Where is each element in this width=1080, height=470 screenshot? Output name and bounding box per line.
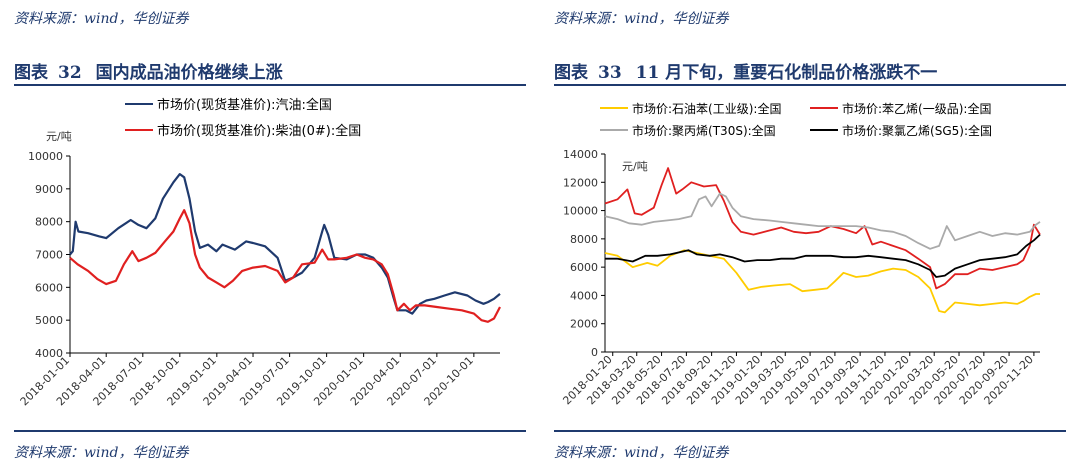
series-line-3 <box>604 192 1041 250</box>
source-note-bottom-right: 资料来源：wind，华创证券 <box>554 445 729 461</box>
y-tick-label-4000: 4000 <box>35 347 63 360</box>
right-chart-title: 图表 33 11 月下旬，重要石化制品价格涨跌不一 <box>554 58 937 83</box>
left-chart-number: 32 <box>58 63 82 83</box>
legend-label-2: 市场价(现货基准价):柴油(0#):全国 <box>157 123 361 139</box>
y-tick-label-5000: 5000 <box>35 314 63 327</box>
series-line-1 <box>69 173 501 315</box>
y-axis-unit: 元/吨 <box>622 160 648 173</box>
legend-label-1: 市场价(现货基准价):汽油:全国 <box>157 97 332 113</box>
series-line-2 <box>69 209 501 323</box>
y-tick-label-8000: 8000 <box>35 216 63 229</box>
right-bottom-rule <box>554 430 1066 432</box>
source-note-top-right: 资料来源：wind，华创证券 <box>554 11 729 27</box>
left-chart-label: 图表 <box>14 63 48 83</box>
y-tick-label-7000: 7000 <box>35 249 63 262</box>
y-tick-label-8000: 8000 <box>570 233 598 246</box>
y-axis-unit: 元/吨 <box>46 130 72 143</box>
legend-label-2: 市场价:苯乙烯(一级品):全国 <box>842 101 991 116</box>
y-tick-label-12000: 12000 <box>563 176 598 189</box>
legend-label-1: 市场价:石油苯(工业级):全国 <box>632 101 781 116</box>
left-chart-caption: 国内成品油价格继续上涨 <box>95 63 283 83</box>
legend-label-3: 市场价:聚丙烯(T30S):全国 <box>632 123 776 138</box>
right-title-rule <box>554 84 1066 86</box>
y-tick-label-10000: 10000 <box>28 150 63 163</box>
right-line-chart: 市场价:石油苯(工业级):全国 市场价:苯乙烯(一级品):全国市场价:聚丙烯(T3… <box>560 101 1041 407</box>
right-chart-number: 33 <box>598 63 622 83</box>
y-tick-label-0: 0 <box>591 346 598 359</box>
source-note-bottom-left: 资料来源：wind，华创证券 <box>14 445 189 461</box>
series-line-1 <box>604 249 1040 314</box>
legend-label-4: 市场价:聚氯乙烯(SG5):全国 <box>842 123 992 138</box>
y-tick-label-14000: 14000 <box>563 148 598 161</box>
right-chart-caption: 11 月下旬，重要石化制品价格涨跌不一 <box>635 63 938 83</box>
y-tick-label-4000: 4000 <box>570 289 598 302</box>
source-note-top-left: 资料来源：wind，华创证券 <box>14 11 189 27</box>
y-tick-label-9000: 9000 <box>35 183 63 196</box>
series-line-4 <box>605 233 1041 278</box>
left-chart-title: 图表 32 国内成品油价格继续上涨 <box>14 58 283 83</box>
series-line-2 <box>604 167 1041 290</box>
left-bottom-rule <box>14 430 526 432</box>
y-tick-label-10000: 10000 <box>563 205 598 218</box>
left-title-rule <box>14 84 526 86</box>
right-chart-label: 图表 <box>554 63 588 83</box>
y-tick-label-2000: 2000 <box>570 318 598 331</box>
y-tick-label-6000: 6000 <box>570 261 598 274</box>
y-tick-label-6000: 6000 <box>35 281 63 294</box>
